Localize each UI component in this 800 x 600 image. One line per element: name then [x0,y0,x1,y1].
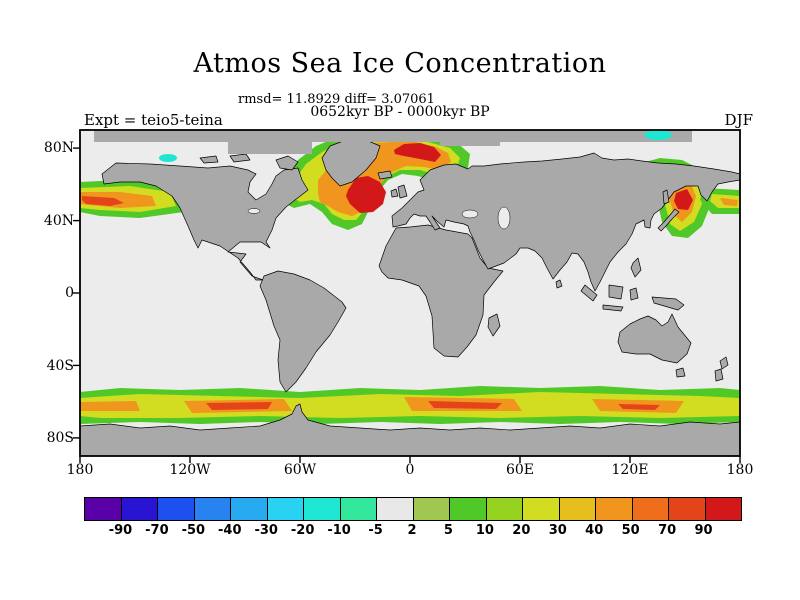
colorbar-boundary-label: 70 [658,523,677,538]
colorbar-labels: -90 -70 -50 -40 -30 -20 -10 -5 2 5 10 20 30 40 50 70 90 [84,523,740,541]
inland-seas [247,206,511,230]
continent-south-america [259,270,347,393]
colorbar-cell [157,498,194,520]
latitude-tick-label: 0 [65,285,74,301]
stats-line: rmsd= 11.8929 diff= 3.07061 [238,92,435,107]
colorbar-boundary-label: 90 [694,523,713,538]
arctic-mask-band [94,130,692,154]
colorbar-cell [120,498,157,520]
longitude-tick-label: 180 [66,462,94,478]
longitude-tick-label: 180 [726,462,754,478]
island-new-zealand-north [719,356,729,370]
latitude-tick-marks [73,147,80,439]
island-ireland [390,188,399,198]
longitude-tick-marks [79,456,741,463]
colorbar-boundary-label: -10 [327,523,351,538]
arctic-islands-2 [199,155,219,164]
island-baffin [275,155,299,171]
colorbar-cell [230,498,267,520]
experiment-label: Expt = teio5-teina [84,111,223,129]
longitude-tick-label: 60E [505,462,535,478]
latitude-tick-label: 80N [43,140,74,156]
colorbar-boundary-label: 30 [548,523,567,538]
colorbar-cell [266,498,303,520]
island-sumatra [580,284,598,302]
island-new-guinea [651,296,685,311]
arctic-islands [229,153,251,163]
island-greenland [321,139,381,187]
island-new-zealand-south [714,368,724,382]
colorbar-cell [485,498,522,520]
colorbar-boundary-label: 5 [443,523,453,538]
islands-philippines [630,257,642,278]
latitude-tick-label: 40N [43,212,74,229]
colorbar [84,497,742,521]
colorbar-cell [303,498,340,520]
longitude-tick-label: 0 [405,462,415,478]
colorbar-cell [449,498,486,520]
colorbar-boundary-label: -40 [218,523,242,538]
period-line: 0652kyr BP - 0000kyr BP [310,104,490,120]
colorbar-boundary-label: -20 [290,523,315,538]
island-britain [397,184,408,199]
colorbar-cell [558,498,595,520]
latitude-tick-label: 40S [46,357,74,374]
colorbar-boundary-label: -5 [368,523,383,538]
caspian-sea [497,206,511,230]
colorbar-boundary-label: 10 [475,523,494,538]
world-map [73,129,741,463]
colorbar-cell [704,498,741,520]
longitude-tick-label: 120W [169,462,211,478]
colorbar-boundary-label: 2 [407,523,417,538]
continent-africa [378,224,504,358]
colorbar-cell [85,498,121,520]
island-iceland [377,170,393,180]
colorbar-cell [522,498,559,520]
colorbar-cell [193,498,230,520]
continent-australia [617,313,692,364]
continent-north-america [101,162,309,281]
island-java [602,304,624,312]
continent-eurasia [391,152,741,292]
colorbar-boundary-label: -70 [145,523,169,538]
colorbar-cell [595,498,632,520]
plot-title: Atmos Sea Ice Concentration [193,48,607,79]
map-frame [73,129,741,463]
continents [79,139,741,457]
island-tasmania [675,367,686,378]
islands-japan [657,208,680,232]
longitude-tick-label: 60W [283,462,317,478]
island-sulawesi [629,287,639,301]
island-borneo [608,284,624,300]
black-sea [461,209,479,219]
colorbar-boundary-label: -50 [181,523,206,538]
colorbar-boundary-label: -90 [108,523,133,538]
colorbar-boundary-label: 20 [512,523,531,538]
arctic-negative-anomaly-patch [644,130,672,140]
continent-antarctica [79,403,741,457]
island-sakhalin [662,189,670,205]
great-lakes [247,208,261,214]
latitude-tick-label: 80S [46,430,74,446]
colorbar-cell [376,498,413,520]
colorbar-cell [412,498,449,520]
island-sri-lanka [555,279,563,289]
colorbar-cell [668,498,705,520]
sea-ice-anomaly-southern-ocean [80,386,740,424]
island-madagascar [487,313,501,337]
colorbar-boundary-label: 40 [585,523,604,538]
colorbar-cell [339,498,376,520]
colorbar-cell [631,498,668,520]
longitude-tick-label: 120E [611,462,649,478]
colorbar-boundary-label: -30 [254,523,278,538]
colorbar-boundary-label: 50 [621,523,640,538]
season-label: DJF [724,111,753,129]
